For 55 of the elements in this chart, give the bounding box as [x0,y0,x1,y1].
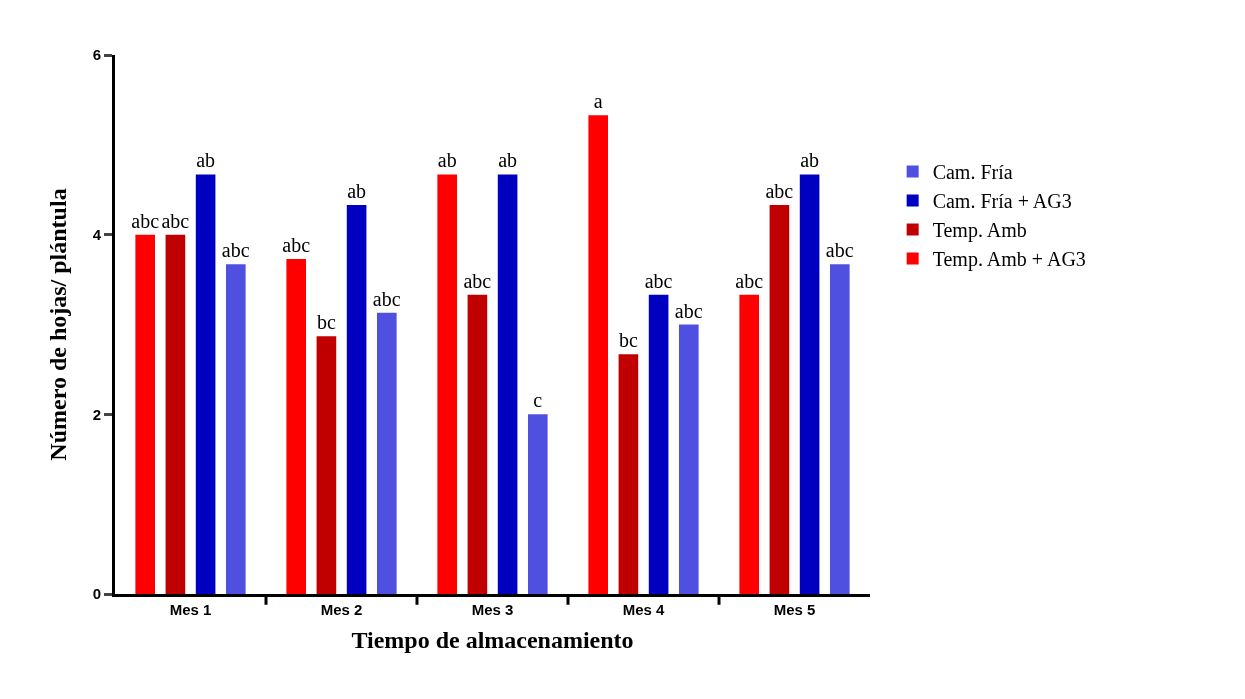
legend-label: Temp. Amb [932,219,1027,243]
bar [739,294,760,594]
bar [648,294,669,594]
legend-label: Cam. Fría [932,161,1013,184]
data-label: bc [618,329,638,352]
data-label: ab [196,149,216,172]
y-tick-label: 4 [92,225,102,243]
x-tick-label: Mes 2 [320,601,363,618]
x-tick-label: Mes 5 [773,601,816,618]
bar [618,354,639,594]
y-axis-title: Número de hojas/ plántula [44,188,71,461]
bar [527,414,548,594]
data-label: a [593,90,603,113]
data-label: ab [498,149,518,172]
bar [588,115,609,594]
bar [165,234,186,594]
bar [678,324,699,594]
data-label: ab [347,180,367,203]
data-label: c [533,389,543,412]
x-tick-label: Mes 3 [471,601,514,618]
bar [497,174,518,594]
data-label: abc [674,299,703,322]
data-label: ab [437,149,457,172]
bar [437,174,458,594]
bar [225,264,246,594]
data-label: abc [372,287,401,310]
bar [195,174,216,594]
data-label: bc [316,311,336,334]
y-tick-label: 6 [92,46,101,64]
data-label: ab [800,149,820,172]
data-label: abc [463,269,492,292]
bar [286,258,307,594]
data-label: abc [161,209,190,232]
data-label: abc [765,180,794,203]
bar [769,205,790,594]
bar [346,205,367,594]
bar [467,294,488,594]
x-tick-label: Mes 1 [169,601,212,618]
data-label: abc [282,233,311,256]
y-tick-label: 2 [92,405,101,423]
bar [135,234,156,594]
y-tick-label: 0 [92,585,101,603]
data-label: abc [131,209,160,232]
data-label: abc [735,269,764,292]
bar [316,336,337,594]
data-label: abc [221,239,250,262]
legend-label: Temp. Amb + AG3 [932,248,1086,272]
bar [376,312,397,594]
data-label: abc [825,239,854,262]
bar [799,174,820,594]
legend-label: Cam. Fría + AG3 [932,190,1072,213]
x-axis-title: Tiempo de almacenamiento [351,627,634,654]
x-tick-label: Mes 4 [622,601,665,618]
data-label: abc [644,269,673,292]
bar [829,264,850,594]
